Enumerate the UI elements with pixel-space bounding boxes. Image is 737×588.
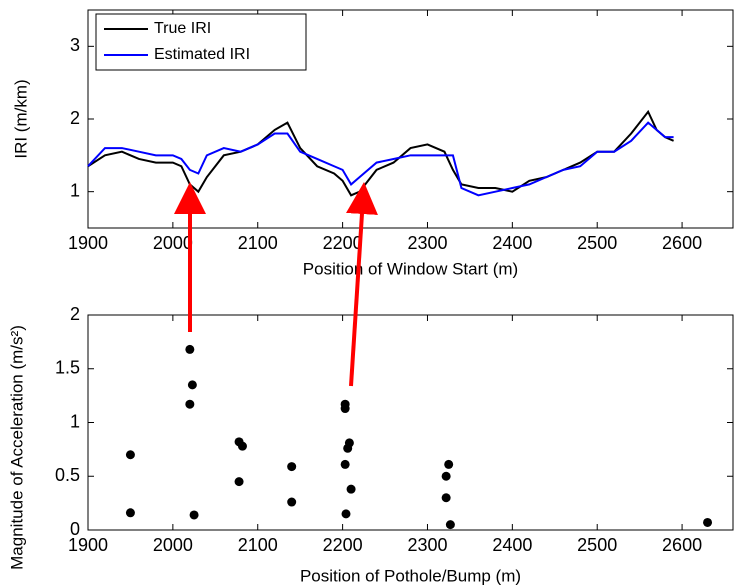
point [287,462,297,472]
legend-box [95,13,307,71]
point [445,520,455,530]
point [125,450,135,460]
x-tick-label: 2100 [238,535,278,555]
point [185,399,195,409]
point [189,510,199,520]
point [187,380,197,390]
point [340,404,350,414]
axes-frame [87,314,734,531]
line [87,121,674,197]
x-tick-label: 2200 [323,233,363,253]
legend-label: True IRI [154,20,211,37]
point [441,493,451,503]
point [343,443,353,453]
x-tick-label: 2000 [153,233,193,253]
y-tick-label: 3 [70,35,80,55]
point [441,471,451,481]
y-tick-label: 0 [70,519,80,539]
y-tick-label: 1 [70,411,80,431]
point [346,484,356,494]
point [444,459,454,469]
x-tick-label: 2600 [662,535,702,555]
arrow [346,182,378,387]
x-axis-label: Position of Pothole/Bump (m) [300,566,521,585]
x-tick-label: 2500 [577,535,617,555]
x-tick-label: 2100 [238,233,278,253]
x-tick-label: 2200 [323,535,363,555]
point [703,517,713,527]
y-axis-label: Magnitude of Acceleration (m/s²) [7,325,26,570]
point [185,344,195,354]
y-tick-label: 1 [70,180,80,200]
y-tick-label: 2 [70,304,80,324]
x-tick-label: 2000 [153,535,193,555]
x-tick-label: 1900 [68,535,108,555]
point [237,441,247,451]
x-tick-label: 2400 [492,535,532,555]
point [234,477,244,487]
x-tick-label: 2300 [407,233,447,253]
y-tick-label: 2 [70,108,80,128]
point [287,497,297,507]
line [87,109,674,197]
y-axis-label: IRI (m/km) [11,79,30,158]
x-tick-label: 2500 [577,233,617,253]
y-tick-label: 0.5 [55,465,80,485]
point [125,508,135,518]
point [340,459,350,469]
x-tick-label: 2600 [662,233,702,253]
y-tick-label: 1.5 [55,358,80,378]
x-tick-label: 2300 [407,535,447,555]
legend-label: Estimated IRI [154,46,250,63]
x-tick-label: 1900 [68,233,108,253]
x-tick-label: 2400 [492,233,532,253]
point [341,509,351,519]
x-axis-label: Position of Window Start (m) [303,259,518,278]
